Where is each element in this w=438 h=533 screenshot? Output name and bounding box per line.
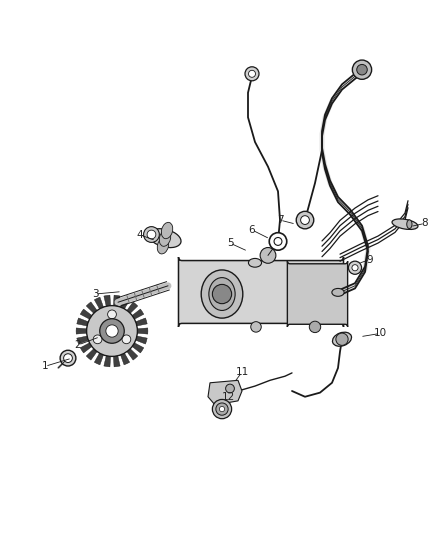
Circle shape <box>226 384 234 393</box>
Circle shape <box>219 407 225 411</box>
Circle shape <box>60 350 76 366</box>
Text: 4: 4 <box>137 230 143 240</box>
Polygon shape <box>132 309 144 319</box>
Circle shape <box>64 354 72 362</box>
Text: 5: 5 <box>227 238 233 248</box>
Circle shape <box>87 305 138 357</box>
Text: 9: 9 <box>367 255 373 264</box>
Circle shape <box>106 325 118 337</box>
Text: 1: 1 <box>42 361 48 372</box>
Ellipse shape <box>201 270 243 318</box>
Circle shape <box>93 335 102 344</box>
Polygon shape <box>86 349 97 360</box>
Circle shape <box>300 216 309 224</box>
Text: 8: 8 <box>422 219 428 228</box>
Ellipse shape <box>248 259 261 267</box>
Circle shape <box>245 67 259 81</box>
Circle shape <box>216 403 228 415</box>
Ellipse shape <box>149 229 181 248</box>
Polygon shape <box>76 328 87 334</box>
Text: 3: 3 <box>92 289 98 299</box>
Polygon shape <box>94 297 103 309</box>
Ellipse shape <box>392 219 418 229</box>
Polygon shape <box>94 353 103 365</box>
Circle shape <box>269 233 287 250</box>
Polygon shape <box>120 353 130 365</box>
FancyBboxPatch shape <box>179 257 343 327</box>
Polygon shape <box>208 381 242 405</box>
Circle shape <box>352 265 358 271</box>
Polygon shape <box>104 356 110 367</box>
Text: 12: 12 <box>221 392 235 402</box>
Circle shape <box>122 335 131 344</box>
Circle shape <box>147 230 156 239</box>
Circle shape <box>144 227 159 243</box>
Polygon shape <box>132 343 144 353</box>
Circle shape <box>108 310 117 319</box>
Circle shape <box>248 70 255 77</box>
Ellipse shape <box>332 288 344 296</box>
Circle shape <box>212 285 232 304</box>
Polygon shape <box>77 336 88 344</box>
Polygon shape <box>80 309 92 319</box>
Ellipse shape <box>161 222 173 239</box>
Polygon shape <box>120 297 130 309</box>
Ellipse shape <box>332 332 352 346</box>
Polygon shape <box>136 336 147 344</box>
Circle shape <box>212 399 232 419</box>
Polygon shape <box>104 295 110 306</box>
Ellipse shape <box>209 278 235 310</box>
Circle shape <box>296 211 314 229</box>
Circle shape <box>274 238 282 245</box>
Text: 2: 2 <box>75 340 81 350</box>
Circle shape <box>357 64 367 75</box>
Circle shape <box>349 261 362 274</box>
Polygon shape <box>113 295 120 306</box>
Ellipse shape <box>157 238 169 254</box>
Ellipse shape <box>159 230 171 246</box>
Circle shape <box>352 60 371 79</box>
Circle shape <box>336 333 348 345</box>
Polygon shape <box>86 302 97 313</box>
Circle shape <box>251 321 261 332</box>
Text: 7: 7 <box>277 215 283 225</box>
Text: 10: 10 <box>374 328 387 338</box>
Polygon shape <box>113 356 120 367</box>
Polygon shape <box>127 302 138 313</box>
Circle shape <box>260 247 276 263</box>
Text: 6: 6 <box>249 225 255 235</box>
FancyBboxPatch shape <box>287 261 348 327</box>
Circle shape <box>309 321 321 333</box>
Ellipse shape <box>407 220 412 229</box>
Circle shape <box>100 319 124 343</box>
Polygon shape <box>127 349 138 360</box>
Polygon shape <box>136 318 147 326</box>
Polygon shape <box>80 343 92 353</box>
Polygon shape <box>77 318 88 326</box>
Text: 11: 11 <box>235 367 249 377</box>
Polygon shape <box>137 328 148 334</box>
